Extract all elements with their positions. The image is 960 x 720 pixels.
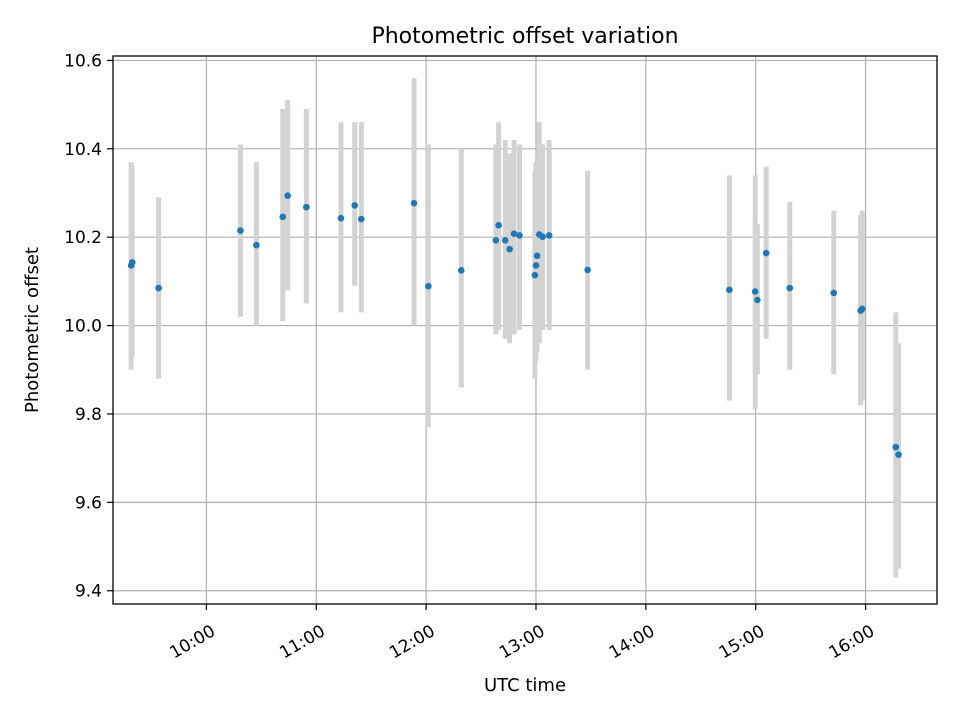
data-point <box>506 245 513 253</box>
data-point <box>495 221 502 229</box>
data-point <box>253 241 260 249</box>
y-tick-label: 10.2 <box>64 228 102 248</box>
data-point <box>895 451 902 458</box>
data-point <box>830 289 838 297</box>
chart-title: Photometric offset variation <box>371 24 678 49</box>
data-point <box>492 236 500 244</box>
y-tick-label: 9.4 <box>75 582 102 602</box>
x-tick-label: 11:00 <box>276 621 328 663</box>
data-point <box>501 236 509 244</box>
data-point <box>155 284 162 292</box>
y-tick-label: 9.8 <box>75 405 102 425</box>
data-point <box>410 199 418 207</box>
data-point <box>858 305 866 313</box>
x-axis-label: UTC time <box>484 675 566 696</box>
data-point <box>754 296 761 304</box>
data-point <box>357 215 365 223</box>
y-tick-label: 10.6 <box>64 51 102 71</box>
data-point <box>284 192 291 199</box>
data-point <box>510 230 518 237</box>
x-tick-label: 12:00 <box>386 621 438 663</box>
data-point <box>303 203 310 211</box>
x-tick-label: 16:00 <box>826 621 878 663</box>
data-point <box>279 213 287 221</box>
data-point <box>516 232 523 239</box>
data-point <box>531 271 539 279</box>
x-tick-label: 15:00 <box>716 621 768 663</box>
y-tick-label: 10.4 <box>64 140 102 160</box>
data-point <box>457 267 465 274</box>
y-tick-label: 9.6 <box>75 493 102 513</box>
grid <box>113 56 937 604</box>
x-tick-label: 13:00 <box>496 621 548 663</box>
data-point <box>762 249 770 257</box>
data-point <box>584 266 591 274</box>
data-point <box>545 232 553 239</box>
data-point <box>532 262 540 269</box>
data-point <box>539 233 546 241</box>
data-point <box>128 259 136 266</box>
axes-frame <box>112 55 938 605</box>
data-point <box>726 286 733 294</box>
data-point <box>425 282 432 290</box>
x-tick-label: 10:00 <box>166 621 218 663</box>
y-tick-label: 10.0 <box>64 317 102 337</box>
data-point <box>786 284 794 292</box>
data-point <box>892 443 900 451</box>
data-points <box>127 192 902 458</box>
data-point <box>533 252 541 260</box>
data-point <box>351 202 359 209</box>
data-point <box>337 214 345 222</box>
data-point <box>751 288 759 295</box>
x-tick-label: 14:00 <box>606 621 658 663</box>
y-axis-label: Photometric offset <box>22 247 43 413</box>
data-point <box>237 227 244 234</box>
